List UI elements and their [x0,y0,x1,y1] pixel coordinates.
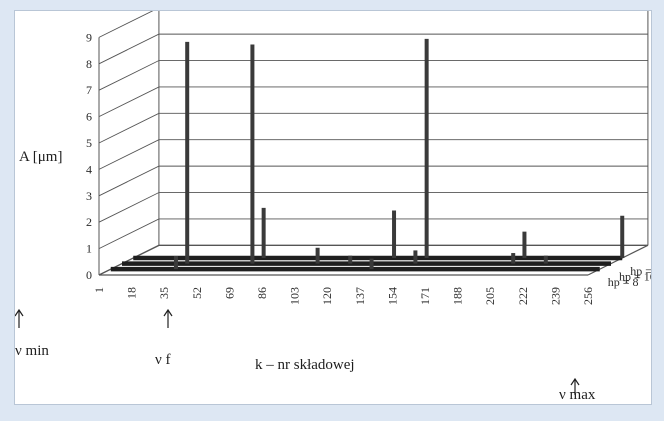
y-tick-label: 0 [86,268,92,282]
nu-max-annotation: ν max [559,377,596,403]
x-tick-label: 239 [548,287,562,305]
y-tick-label: 5 [86,136,92,150]
y-tick-label: 9 [86,30,92,44]
bars [173,38,625,270]
x-tick-label: 256 [581,287,595,305]
gridline-0 [98,244,648,276]
gridline-9 [98,11,154,38]
y-tick-label: 8 [86,57,92,71]
gridline-8 [98,33,648,65]
series-labels: hp = 8hp = 16hp = 32 [608,264,651,289]
x-tick-label: 86 [255,287,269,299]
y-tick-label: 7 [86,83,92,97]
y-tick-label: 2 [86,215,92,229]
nu-min-annotation: ν min [15,308,49,359]
series-baselines [110,255,623,272]
gridline-2 [98,192,648,223]
x-tick-labels: 1 18 35 52 69 86 103 120 137 154 171 188 205 222 239 25… [92,287,595,305]
y-tick-labels: 0 1 2 3 4 5 6 7 8 9 [86,30,92,282]
gridlines [98,11,649,276]
gridline-4 [98,139,648,170]
gridline-1 [98,218,648,250]
up-arrow-icon [163,308,173,328]
y-tick-label: 6 [86,110,92,124]
x-tick-label: 35 [157,287,171,299]
y-axis-label: A [μm] [19,149,62,165]
x-tick-label: 69 [222,287,236,299]
gridline-5 [98,112,648,144]
up-arrow-icon [15,308,24,328]
gridline-7 [98,60,648,91]
series-label: hp = 16 [619,270,651,284]
up-arrow-icon [570,377,580,395]
x-tick-label: 222 [516,287,530,305]
y-tick-label: 3 [86,189,92,203]
x-tick-label: 52 [190,287,204,299]
x-tick-label: 188 [451,287,465,305]
gridline-3 [98,165,648,197]
x-tick-label: 205 [483,287,497,305]
x-tick-label: 1 [92,287,106,293]
nu-min-label: ν min [15,343,49,359]
x-tick-label: 120 [320,287,334,305]
y-tick-label: 1 [86,242,92,256]
gridline-6 [98,86,648,118]
nu-f-label: ν f [155,352,171,368]
x-tick-label: 103 [288,287,302,305]
x-tick-label: 18 [125,287,139,299]
series-label: hp = 32 [630,264,651,278]
x-tick-label: 171 [418,287,432,305]
x-axis-label: k – nr składowej [255,357,355,373]
y-tick-label: 4 [86,162,92,176]
x-tick-label: 137 [353,287,367,305]
series-label: hp = 8 [608,275,639,289]
nu-max-label: ν max [559,387,596,403]
nu-f-annotation: ν f [155,308,173,368]
x-tick-label: 154 [385,287,399,305]
